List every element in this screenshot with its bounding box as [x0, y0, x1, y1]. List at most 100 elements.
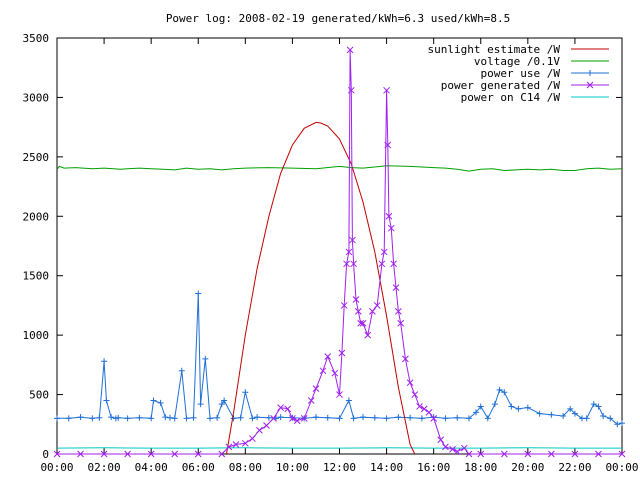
data-point	[221, 397, 228, 404]
data-point	[515, 405, 522, 412]
data-point	[340, 302, 348, 309]
y-tick-label: 1500	[23, 270, 50, 283]
x-tick-label: 02:00	[88, 461, 121, 474]
data-point	[420, 405, 428, 413]
data-point	[197, 401, 204, 408]
data-point	[312, 414, 319, 421]
data-point	[77, 414, 84, 421]
data-point	[395, 414, 402, 421]
y-tick-label: 3000	[23, 91, 50, 104]
data-point	[501, 389, 508, 396]
data-point	[103, 397, 110, 404]
x-tick-label: 04:00	[135, 461, 168, 474]
data-point	[319, 367, 327, 375]
data-point	[190, 414, 197, 421]
data-point	[571, 450, 579, 458]
data-point	[359, 319, 367, 327]
series-1	[56, 165, 623, 172]
data-point	[442, 443, 449, 451]
data-point	[162, 414, 169, 421]
data-point	[265, 414, 272, 421]
data-point	[336, 415, 343, 422]
x-tick-label: 22:00	[558, 461, 591, 474]
data-point	[249, 435, 256, 442]
data-point	[614, 421, 621, 428]
data-point	[101, 358, 108, 365]
data-point	[230, 415, 237, 422]
data-point	[387, 224, 395, 232]
data-point	[406, 379, 414, 387]
data-point	[148, 415, 155, 422]
data-point	[418, 415, 425, 422]
data-point	[284, 405, 292, 413]
data-point	[416, 403, 423, 410]
data-point	[380, 248, 388, 256]
data-point	[618, 450, 626, 458]
data-point	[371, 414, 378, 421]
data-point	[397, 319, 405, 327]
data-point	[524, 404, 531, 411]
data-point	[336, 391, 343, 398]
legend-label: power on C14 /W	[461, 91, 561, 104]
data-point	[289, 414, 296, 422]
data-point	[108, 414, 115, 421]
data-point	[595, 403, 602, 410]
data-point	[385, 212, 393, 220]
data-point	[357, 319, 365, 327]
x-tick-label: 08:00	[229, 461, 262, 474]
data-point	[524, 450, 532, 458]
data-point	[183, 415, 190, 422]
data-point	[473, 409, 480, 416]
x-tick-label: 06:00	[182, 461, 215, 474]
data-point	[390, 260, 397, 268]
data-point	[277, 414, 284, 421]
data-point	[369, 308, 376, 315]
data-point	[147, 450, 155, 458]
data-point	[324, 414, 331, 421]
data-point	[89, 415, 96, 422]
data-point	[548, 450, 555, 458]
data-point	[583, 415, 590, 422]
data-point	[293, 417, 301, 425]
data-point	[124, 450, 131, 458]
data-point	[595, 450, 602, 458]
legend-marker	[587, 70, 593, 76]
data-point	[460, 444, 468, 452]
series-line	[57, 49, 622, 455]
x-tick-label: 10:00	[276, 461, 309, 474]
data-point	[241, 439, 249, 447]
data-point	[194, 450, 202, 458]
data-point	[307, 397, 315, 404]
data-point	[477, 403, 484, 410]
data-point	[352, 296, 360, 303]
y-tick-label: 3500	[23, 32, 50, 45]
data-point	[442, 415, 449, 422]
data-point	[454, 414, 461, 421]
data-point	[350, 260, 357, 268]
data-point	[600, 412, 607, 419]
x-tick-label: 16:00	[417, 461, 450, 474]
data-point	[171, 415, 178, 422]
series-line	[57, 293, 623, 425]
data-point	[324, 353, 332, 360]
data-point	[360, 414, 367, 421]
data-point	[331, 369, 339, 377]
data-point	[171, 450, 179, 458]
data-point	[157, 399, 164, 406]
data-point	[484, 415, 491, 422]
series-line	[56, 165, 623, 172]
data-point	[395, 308, 402, 315]
data-point	[491, 401, 498, 408]
legend-label: power generated /W	[441, 79, 561, 92]
series-line	[226, 121, 416, 455]
x-tick-label: 20:00	[511, 461, 544, 474]
data-point	[567, 405, 574, 412]
data-point	[256, 426, 263, 434]
y-tick-label: 2500	[23, 151, 50, 164]
data-point	[347, 86, 355, 94]
legend-label: voltage /0.1V	[474, 55, 560, 68]
data-point	[619, 420, 625, 427]
data-point	[477, 450, 485, 458]
